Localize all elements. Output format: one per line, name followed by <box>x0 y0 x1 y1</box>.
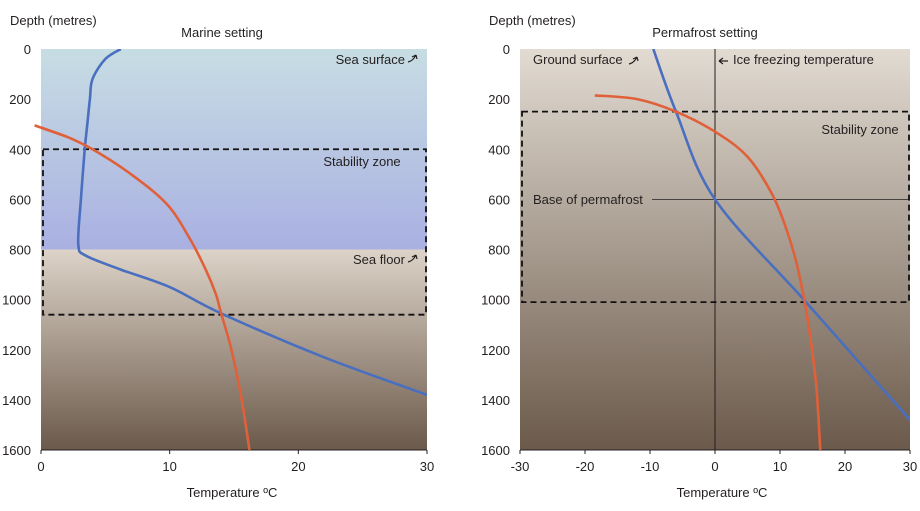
y-tick-label: 800 <box>488 243 510 258</box>
marine-stability-curve-overhang <box>34 124 68 138</box>
y-tick-label: 1000 <box>481 293 510 308</box>
marine-chart-title: Marine setting <box>181 25 263 40</box>
marine-y-axis-title: Depth (metres) <box>10 13 97 28</box>
permafrost-x-tick-labels: -30 -20 -10 0 10 20 30 <box>511 450 917 474</box>
marine-stability-curve-line <box>41 126 251 450</box>
x-tick-label: 0 <box>711 459 718 474</box>
x-tick-label: 10 <box>773 459 787 474</box>
x-tick-label: 30 <box>420 459 434 474</box>
y-tick-label: 0 <box>24 42 31 57</box>
x-tick-label: 20 <box>838 459 852 474</box>
sea-floor-label: Sea floor <box>353 252 406 267</box>
sea-surface-label: Sea surface <box>336 52 405 67</box>
ground-surface-arrow-icon <box>628 56 639 65</box>
y-tick-label: 0 <box>503 42 510 57</box>
x-tick-label: 10 <box>162 459 176 474</box>
y-tick-label: 1600 <box>481 443 510 458</box>
y-tick-label: 1200 <box>481 343 510 358</box>
sea-surface-arrow-icon <box>407 54 418 63</box>
permafrost-temperature-profile-line <box>652 49 910 421</box>
y-tick-label: 400 <box>9 142 31 157</box>
x-tick-label: 20 <box>291 459 305 474</box>
permafrost-stability-zone-label: Stability zone <box>821 122 898 137</box>
y-tick-label: 200 <box>488 92 510 107</box>
marine-sediment-zone <box>41 249 427 450</box>
permafrost-y-axis-title: Depth (metres) <box>489 13 576 28</box>
permafrost-stability-curve-line <box>594 94 822 450</box>
marine-x-axis-title: Temperature ºC <box>187 485 278 500</box>
y-tick-label: 1200 <box>2 343 31 358</box>
ground-surface-label: Ground surface <box>533 52 623 67</box>
y-tick-label: 200 <box>9 92 31 107</box>
permafrost-stability-zone-box <box>521 110 910 304</box>
x-tick-label: -20 <box>576 459 595 474</box>
permafrost-chart-title: Permafrost setting <box>652 25 758 40</box>
marine-x-tick-labels: 0 10 20 30 <box>37 450 434 474</box>
y-tick-label: 800 <box>9 243 31 258</box>
ice-freezing-arrow-icon <box>718 57 728 65</box>
y-tick-label: 1400 <box>481 393 510 408</box>
y-tick-label: 1400 <box>2 393 31 408</box>
permafrost-panel: Depth (metres) Permafrost setting 020040… <box>481 13 917 500</box>
marine-y-tick-labels: 0 200 400 600 800 1000 1200 1400 1600 <box>2 42 31 458</box>
base-of-permafrost-label: Base of permafrost <box>533 192 643 207</box>
marine-stability-zone-box <box>42 148 427 316</box>
x-tick-label: 30 <box>903 459 917 474</box>
sea-floor-arrow-icon <box>407 254 418 263</box>
y-tick-label: 1000 <box>2 293 31 308</box>
permafrost-x-axis-title: Temperature ºC <box>677 485 768 500</box>
x-tick-label: 0 <box>37 459 44 474</box>
y-tick-label: 1600 <box>2 443 31 458</box>
ice-freezing-temperature-label: Ice freezing temperature <box>733 52 874 67</box>
y-tick-label: 400 <box>488 142 510 157</box>
x-tick-label: -10 <box>641 459 660 474</box>
x-tick-label: -30 <box>511 459 530 474</box>
y-tick-label: 600 <box>488 192 510 207</box>
permafrost-y-tick-labels: 0 200 400 600 800 1000 1200 1400 1600 <box>481 42 510 458</box>
marine-temperature-profile-line <box>76 49 427 397</box>
y-tick-label: 600 <box>9 192 31 207</box>
marine-stability-zone-label: Stability zone <box>323 154 400 169</box>
marine-panel: Depth (metres) Marine setting 0200400600… <box>2 13 434 500</box>
